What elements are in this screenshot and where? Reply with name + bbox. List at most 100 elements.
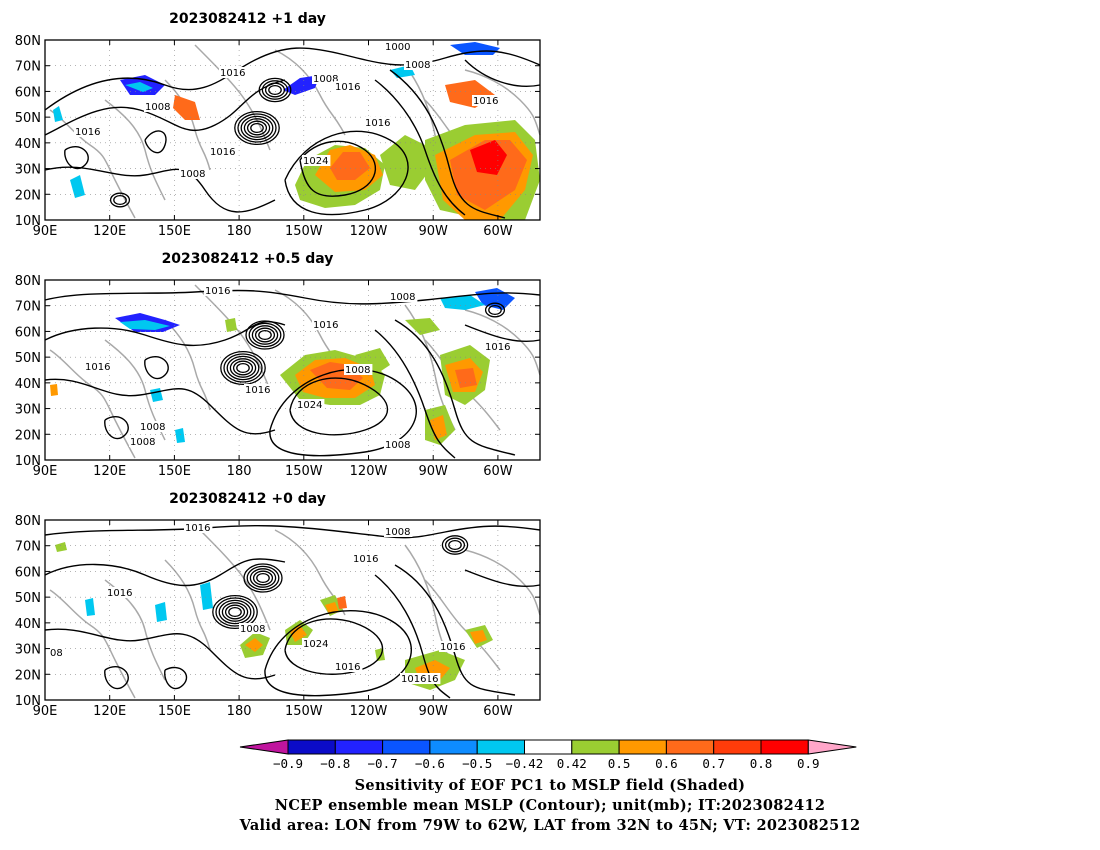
lon-tick-label: 90W [418, 464, 448, 479]
isobar-label-bg [364, 117, 393, 128]
low-pressure-ring [243, 563, 283, 593]
isobar-label: 1008 [313, 74, 338, 85]
sensitivity-shade [70, 175, 85, 198]
isobar-contour [374, 329, 456, 459]
map-panel-1: 2023082412 +0.5 day 1016 1008 1016 1016 1016 1… [15, 251, 541, 479]
low-pressure-ring [218, 599, 252, 625]
isobar-label-bg [84, 361, 113, 372]
isobar-contour [44, 378, 276, 435]
isobar-label-bg [49, 647, 65, 658]
lat-tick-label: 30N [15, 403, 41, 418]
sensitivity-shade [290, 625, 307, 642]
isobar-label: 1008 [385, 527, 410, 538]
lat-tick-label: 80N [15, 34, 41, 49]
lon-tick-label: 120W [350, 224, 388, 239]
isobar-label: 1008 [240, 624, 265, 635]
isobar-label-bg [400, 673, 429, 684]
coastline [464, 309, 541, 376]
sensitivity-shade [325, 602, 339, 614]
colorbar: −0.9 −0.8 −0.7 −0.6 −0.5 −0.42 0.42 0.5 0.6 0.7 0.… [239, 739, 857, 771]
lon-tick-label: 90W [418, 704, 448, 719]
isobar-label: 1016 [220, 68, 245, 79]
low-pressure-ring [220, 350, 266, 386]
lon-tick-label: 120E [93, 224, 126, 239]
isobar-label-bg [144, 101, 173, 112]
isobar-contour [394, 564, 516, 696]
low-pressure-ring [240, 115, 274, 141]
isobar-contour [394, 319, 516, 456]
lon-tick-label: 60W [483, 224, 513, 239]
colorbar-tick-label: −0.9 [273, 756, 303, 771]
isobar-label-bg [106, 587, 135, 598]
lat-tick-label: 80N [15, 514, 41, 529]
low-pressure-ring [254, 327, 276, 343]
isobar-contour [144, 130, 167, 154]
sensitivity-shade [225, 318, 237, 332]
isobar-label-bg [139, 421, 168, 432]
isobar-label: 1000 [385, 42, 410, 53]
panel-frame [44, 39, 541, 221]
sensitivity-shade [330, 152, 370, 180]
sensitivity-shade [53, 106, 63, 122]
isobar-label: 1024 [303, 156, 328, 167]
low-pressure-ring [228, 606, 242, 618]
isobar-label-bg [312, 73, 341, 84]
coastline [464, 549, 541, 616]
low-pressure-ring [109, 192, 131, 208]
sensitivity-shade [337, 596, 347, 609]
low-pressure-ring [268, 84, 282, 96]
isobar-label-bg [334, 661, 363, 672]
isobar-label-bg [312, 319, 341, 330]
coastline [194, 524, 271, 631]
isobar-label-bg [384, 439, 413, 450]
lat-tick-label: 40N [15, 137, 41, 152]
low-pressure-ring [234, 110, 280, 146]
sensitivity-shade [470, 140, 507, 175]
coastline [424, 579, 501, 671]
isobar-contour [284, 618, 384, 675]
lon-tick-label: 90E [33, 464, 58, 479]
sensitivity-shade [50, 384, 58, 396]
isobar-label: 1008 [405, 60, 430, 71]
low-pressure-ring [215, 597, 255, 627]
low-pressure-ring [229, 358, 257, 378]
lat-tick-label: 10N [15, 694, 41, 709]
coastline [164, 319, 211, 411]
sensitivity-shade [173, 95, 200, 120]
isobar-contour [44, 289, 541, 305]
isobar-label-bg [296, 399, 325, 410]
colorbar-segment [524, 739, 573, 755]
isobar-contour [464, 569, 541, 587]
low-pressure-ring [243, 118, 271, 138]
lon-tick-label: 150W [285, 224, 323, 239]
colorbar-segment [618, 739, 667, 755]
isobar-label: 1016 [365, 118, 390, 129]
low-pressure-ring [256, 572, 270, 584]
isobar-label: 1024 [297, 400, 322, 411]
lon-tick-label: 180 [227, 464, 252, 479]
isobar-contour [299, 140, 376, 197]
panel-title: 2023082412 +1 day [169, 11, 326, 27]
isobar-contour [104, 666, 129, 690]
isobar-label: 1016 [440, 642, 465, 653]
sensitivity-shade [355, 348, 390, 375]
coastline [164, 559, 211, 651]
low-pressure-ring [448, 539, 462, 551]
low-pressure-ring [488, 304, 502, 316]
sensitivity-shade [125, 82, 153, 92]
low-pressure-ring [261, 80, 289, 100]
sensitivity-shade [380, 135, 430, 190]
isobar-label-bg [384, 526, 413, 537]
low-pressure-ring [248, 322, 282, 348]
sensitivity-shade [120, 320, 170, 330]
isobar-label: 1016 [245, 385, 270, 396]
lat-tick-label: 40N [15, 377, 41, 392]
isobar-label-bg [472, 95, 501, 106]
lat-tick-label: 70N [15, 300, 41, 315]
sensitivity-shade [450, 140, 527, 210]
low-pressure-ring [444, 537, 466, 553]
colorbar-tick-label: 0.6 [655, 756, 678, 771]
isobar-contour [464, 324, 541, 342]
lat-tick-label: 20N [15, 668, 41, 683]
